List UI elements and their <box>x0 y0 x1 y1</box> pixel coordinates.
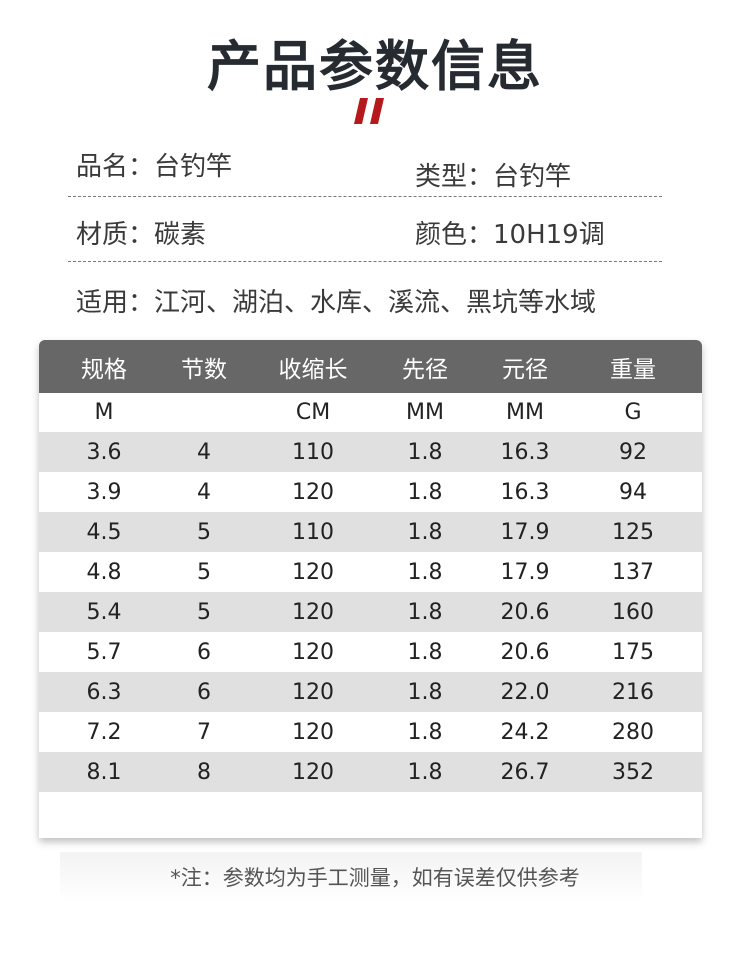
table-cell: 8 <box>197 759 211 785</box>
divider <box>68 196 662 197</box>
table-cell: 1.8 <box>407 679 443 705</box>
table-cell: 26.7 <box>500 759 550 785</box>
table-cell: MM <box>506 400 544 425</box>
table-cell: 120 <box>292 719 334 745</box>
table-cell: 4.8 <box>86 559 122 585</box>
info-type: 类型：台钓竿 <box>415 162 572 192</box>
table-cell: 1.8 <box>407 439 443 465</box>
info-usage: 适用：江河、湖泊、水库、溪流、黑坑等水域 <box>76 288 597 318</box>
table-cell: 216 <box>612 679 654 705</box>
table-cell: 节数 <box>181 356 227 383</box>
table-cell: 3.6 <box>86 439 122 465</box>
table-row: 4.8 5 120 1.8 17.9 137 <box>39 552 702 592</box>
table-cell: 6.3 <box>86 679 122 705</box>
table-cell: 22.0 <box>500 679 550 705</box>
table-cell: 重量 <box>610 356 656 383</box>
table-cell: 94 <box>619 479 647 505</box>
info-color: 颜色：10H19调 <box>415 220 605 250</box>
table-cell: 20.6 <box>500 599 550 625</box>
table-cell: 元径 <box>502 356 548 383</box>
table-cell: 1.8 <box>407 719 443 745</box>
table-cell: 1.8 <box>407 639 443 665</box>
table-cell: 20.6 <box>500 639 550 665</box>
table-cell: 120 <box>292 479 334 505</box>
table-cell: 125 <box>612 519 654 545</box>
divider <box>68 261 662 262</box>
table-row: 5.7 6 120 1.8 20.6 175 <box>39 632 702 672</box>
table-cell: 4 <box>197 479 211 505</box>
table-row: 4.5 5 110 1.8 17.9 125 <box>39 512 702 552</box>
table-cell: 280 <box>612 719 654 745</box>
table-cell: 1.8 <box>407 559 443 585</box>
quote-mark-icon <box>354 98 384 124</box>
table-cell: 5 <box>197 519 211 545</box>
table-cell: 120 <box>292 759 334 785</box>
note-background <box>60 852 642 902</box>
page-title: 产品参数信息 <box>207 35 543 98</box>
table-units-row: M CM MM MM G <box>39 393 702 432</box>
table-cell: 1.8 <box>407 519 443 545</box>
table-row: 3.9 4 120 1.8 16.3 94 <box>39 472 702 512</box>
table-cell: 120 <box>292 639 334 665</box>
table-row: 5.4 5 120 1.8 20.6 160 <box>39 592 702 632</box>
table-cell: 24.2 <box>500 719 550 745</box>
table-row: 7.2 7 120 1.8 24.2 280 <box>39 712 702 752</box>
table-cell: 1.8 <box>407 759 443 785</box>
table-cell: 175 <box>612 639 654 665</box>
table-cell: 16.3 <box>500 439 550 465</box>
table-row: 6.3 6 120 1.8 22.0 216 <box>39 672 702 712</box>
table-cell: 6 <box>197 679 211 705</box>
spec-table: 规格 节数 收缩长 先径 元径 重量 M CM MM MM G 3.6 4 110 1.8 16.3 92 3… <box>39 340 702 838</box>
table-cell: 110 <box>292 519 334 545</box>
table-cell: CM <box>295 400 331 425</box>
table-cell: M <box>94 400 114 425</box>
table-cell: 352 <box>612 759 654 785</box>
table-cell: 110 <box>292 439 334 465</box>
info-name: 品名：台钓竿 <box>76 152 233 182</box>
table-cell: 1.8 <box>407 479 443 505</box>
table-cell: 17.9 <box>500 559 550 585</box>
info-material: 材质：碳素 <box>76 220 207 250</box>
table-cell: 92 <box>619 439 647 465</box>
footnote: *注：参数均为手工测量，如有误差仅供参考 <box>170 866 580 890</box>
table-cell: 4.5 <box>86 519 122 545</box>
table-cell: 120 <box>292 679 334 705</box>
table-cell: 5 <box>197 559 211 585</box>
table-cell: 137 <box>612 559 654 585</box>
table-cell: 先径 <box>402 356 448 383</box>
table-cell: 7.2 <box>86 719 122 745</box>
table-cell: 16.3 <box>500 479 550 505</box>
table-cell: 120 <box>292 559 334 585</box>
table-cell: 3.9 <box>86 479 122 505</box>
table-cell: 7 <box>197 719 211 745</box>
table-cell: MM <box>406 400 444 425</box>
table-cell: 1.8 <box>407 599 443 625</box>
table-header: 规格 节数 收缩长 先径 元径 重量 <box>39 340 702 393</box>
table-row: 3.6 4 110 1.8 16.3 92 <box>39 432 702 472</box>
table-row: 8.1 8 120 1.8 26.7 352 <box>39 752 702 792</box>
table-cell: 5 <box>197 599 211 625</box>
table-cell: 收缩长 <box>278 356 348 383</box>
table-cell: 160 <box>612 599 654 625</box>
table-cell: 8.1 <box>86 759 122 785</box>
table-cell: 5.4 <box>86 599 122 625</box>
table-cell: 6 <box>197 639 211 665</box>
table-cell: 4 <box>197 439 211 465</box>
table-cell: 120 <box>292 599 334 625</box>
table-cell: 17.9 <box>500 519 550 545</box>
table-cell: G <box>624 400 642 425</box>
table-cell: 5.7 <box>86 639 122 665</box>
table-cell: 规格 <box>81 356 127 383</box>
